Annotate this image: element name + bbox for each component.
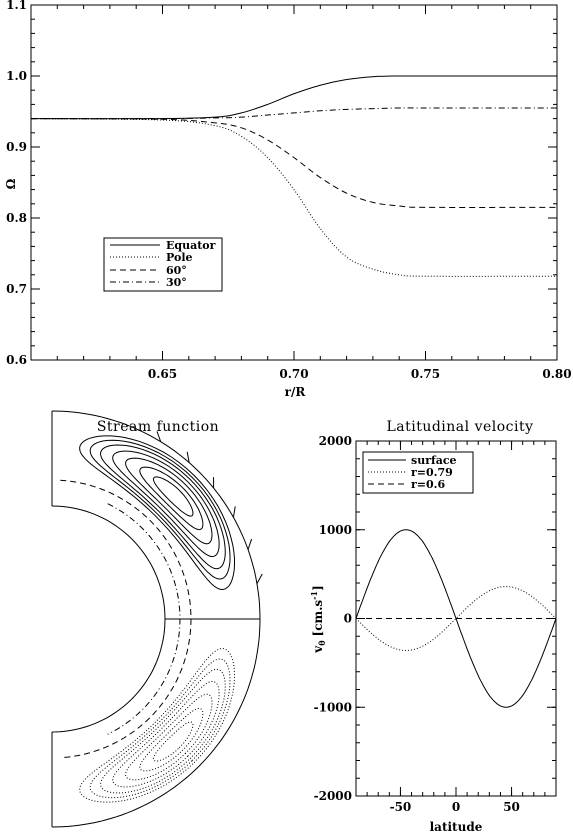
omega-plot-frame	[30, 4, 558, 361]
stream-contour-north-0	[152, 476, 194, 517]
shell-tick-mark	[247, 538, 253, 550]
y-tick-label: 1.0	[6, 69, 27, 83]
lat-y-tick-label: -2000	[314, 789, 352, 803]
stream-function-title: Stream function	[97, 419, 219, 435]
ylabel-unit: [cm.s	[311, 600, 325, 637]
shell-tick-mark	[156, 431, 162, 442]
latitudinal-x-axis-label: latitude	[430, 820, 483, 834]
stream-contour-north-2	[125, 457, 213, 545]
stream-contour-south-4	[99, 668, 226, 794]
omega-series-1	[30, 118, 558, 277]
stream-contour-north-6	[79, 435, 235, 591]
legend-label-equator: Equator	[166, 239, 216, 252]
legend-label-30deg: 30°	[166, 276, 187, 289]
stream-contour-south-2	[125, 693, 213, 781]
lat-y-tick-label: 2000	[319, 434, 352, 448]
stream-contour-south-5	[89, 658, 231, 799]
omega-series-lines	[30, 75, 558, 277]
shell-tick-mark	[232, 506, 236, 518]
y-tick-label: 0.6	[6, 353, 27, 367]
x-tick-label: 0.65	[148, 367, 177, 381]
latitudinal-y-axis-label: vθ [cm.s-1]	[309, 585, 327, 654]
legend-label-pole: Pole	[166, 251, 193, 264]
lat-y-tick-label: 0	[344, 612, 352, 626]
ylabel-v: v	[311, 645, 325, 654]
stream-function-shell	[51, 410, 263, 828]
latitudinal-velocity-chart: Latitudinal velocity -50 0 50 2000 1000 0 -100…	[309, 419, 557, 834]
y-tick-label: 0.7	[6, 282, 27, 296]
ylabel-close: ]	[311, 585, 325, 591]
omega-x-axis-label: r/R	[285, 385, 307, 399]
lat-y-tick-label: 1000	[319, 523, 352, 537]
omega-series-0	[30, 75, 557, 120]
shell-inner-boundary	[51, 505, 166, 733]
legend-label-r06: r=0.6	[411, 478, 445, 491]
lat-x-tick-label: 50	[503, 800, 520, 814]
x-tick-label: 0.80	[542, 367, 571, 381]
shell-tick-mark	[186, 451, 190, 463]
lat-x-tick-label: 0	[452, 800, 460, 814]
x-tick-label: 0.75	[411, 367, 440, 381]
stream-contour-south-0	[152, 721, 194, 762]
shell-tick-mark	[256, 573, 263, 584]
latitudinal-legend-box	[362, 451, 474, 494]
stream-function-diagram: Stream function	[51, 410, 263, 828]
latitudinal-velocity-title: Latitudinal velocity	[386, 419, 533, 435]
y-tick-label: 0.9	[6, 140, 27, 154]
omega-profile-chart: 0.65 0.70 0.75 0.80 0.6 0.7 0.8 0.9 1.0 1.1 r/R Ω…	[4, 0, 572, 399]
stream-contour-north-1	[139, 466, 204, 531]
latitudinal-series-lines	[355, 529, 557, 708]
ylabel-sup: -1	[309, 591, 319, 600]
omega-series-2	[30, 118, 558, 208]
stream-contour-south-6	[79, 647, 235, 803]
y-tick-label: 1.1	[6, 0, 27, 12]
omega-axis-ticks: 0.65 0.70 0.75 0.80 0.6 0.7 0.8 0.9 1.0 1.1	[6, 0, 572, 381]
latitudinal-legend: surface r=0.79 r=0.6	[362, 451, 474, 494]
legend-label-r079: r=0.79	[411, 466, 453, 479]
shell-dashdot-radius	[107, 503, 181, 735]
stream-contour-south-3	[112, 681, 220, 788]
omega-y-axis-label: Ω	[4, 178, 18, 189]
y-tick-label: 0.8	[6, 211, 27, 225]
stream-contour-north-5	[89, 439, 231, 580]
omega-series-3	[30, 107, 558, 120]
omega-legend: Equator Pole 60° 30°	[103, 237, 223, 292]
shell-dashed-radius	[60, 479, 192, 759]
x-tick-label: 0.70	[279, 367, 308, 381]
stream-contour-north-3	[112, 450, 220, 557]
legend-label-60deg: 60°	[166, 264, 187, 277]
legend-label-surface: surface	[411, 454, 457, 467]
lat-y-tick-label: -1000	[314, 700, 352, 714]
ylabel-theta: θ	[317, 640, 327, 646]
stream-contour-north-4	[99, 444, 226, 570]
lat-x-tick-label: -50	[390, 800, 412, 814]
